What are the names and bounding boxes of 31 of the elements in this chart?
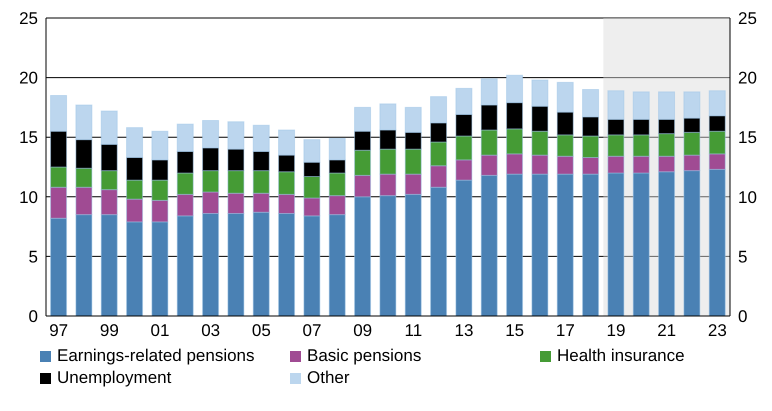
- x-tick-label: 11: [404, 321, 422, 340]
- y2-tick-label: 15: [738, 128, 757, 148]
- y2-tick-label: 20: [738, 68, 757, 88]
- x-tick-label: 15: [505, 321, 524, 340]
- x-tick-label: 07: [302, 321, 322, 340]
- y2-tick-label: 5: [738, 247, 748, 266]
- x-tick-label: 99: [100, 321, 119, 340]
- y2-tick-label: 10: [738, 188, 757, 207]
- legend-label: Earnings-related pensions: [57, 346, 255, 366]
- legend-label: Other: [307, 368, 350, 388]
- x-tick-label: 23: [708, 321, 727, 340]
- x-tick-label: 97: [49, 321, 68, 340]
- x-tick-label: 09: [353, 321, 372, 340]
- x-tick-label: 03: [201, 321, 220, 340]
- y2-tick-label: 0: [738, 307, 748, 326]
- y-tick-label: 20: [19, 68, 38, 88]
- legend-label: Basic pensions: [307, 346, 422, 366]
- y-tick-label: 25: [19, 9, 38, 28]
- y-tick-label: 5: [28, 247, 38, 266]
- legend-label: Unemployment: [57, 368, 172, 388]
- x-tick-label: 13: [454, 321, 474, 340]
- y2-tick-label: 25: [738, 9, 757, 28]
- x-tick-label: 19: [606, 321, 626, 340]
- x-tick-label: 21: [657, 321, 676, 340]
- y-tick-label: 10: [19, 188, 38, 207]
- x-tick-label: 05: [252, 321, 271, 340]
- legend-label: Health insurance: [557, 346, 685, 366]
- x-tick-label: 01: [150, 321, 170, 340]
- x-tick-label: 17: [556, 321, 575, 340]
- y-tick-label: 0: [28, 307, 38, 326]
- y-tick-label: 15: [19, 128, 38, 148]
